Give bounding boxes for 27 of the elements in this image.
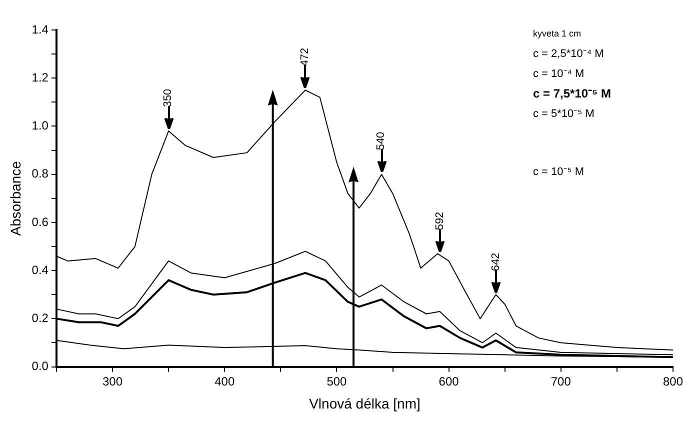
- annotation: kyveta 1 cm: [532, 28, 582, 38]
- x-axis-title: Vlnová délka [nm]: [309, 395, 420, 412]
- y-tick-label: 0.2: [32, 311, 49, 325]
- annotation: 472: [299, 48, 312, 66]
- y-tick-label: 0.4: [32, 262, 49, 277]
- x-tick-label: 500: [326, 374, 348, 388]
- annotation: 540: [376, 132, 388, 151]
- annotation: c = 7,5*10⁻⁵ M: [532, 86, 612, 100]
- y-tick-label: 1.2: [32, 70, 49, 84]
- annotation: 642: [490, 252, 502, 271]
- annotation: 592: [434, 212, 446, 230]
- annotation: 350: [162, 88, 175, 108]
- y-axis-title: Absorbance: [7, 160, 24, 236]
- x-tick-label: 700: [550, 374, 572, 388]
- x-tick-label: 800: [662, 374, 684, 388]
- y-tick-label: 1.4: [32, 22, 49, 36]
- annotation: c = 10⁻⁴ M: [532, 68, 584, 80]
- x-tick-label: 600: [438, 374, 460, 388]
- y-tick-label: 1.0: [32, 118, 49, 133]
- annotation: c = 2,5*10⁻⁴ M: [532, 48, 604, 60]
- y-tick-label: 0.0: [32, 359, 49, 374]
- y-tick-label: 0.6: [32, 214, 49, 229]
- x-tick-label: 400: [214, 374, 235, 388]
- y-tick-label: 0.8: [32, 166, 49, 181]
- x-tick-label: 300: [102, 374, 123, 388]
- annotation: c = 5*10⁻⁵ M: [532, 108, 594, 120]
- annotation: c = 10⁻⁵ M: [532, 166, 584, 178]
